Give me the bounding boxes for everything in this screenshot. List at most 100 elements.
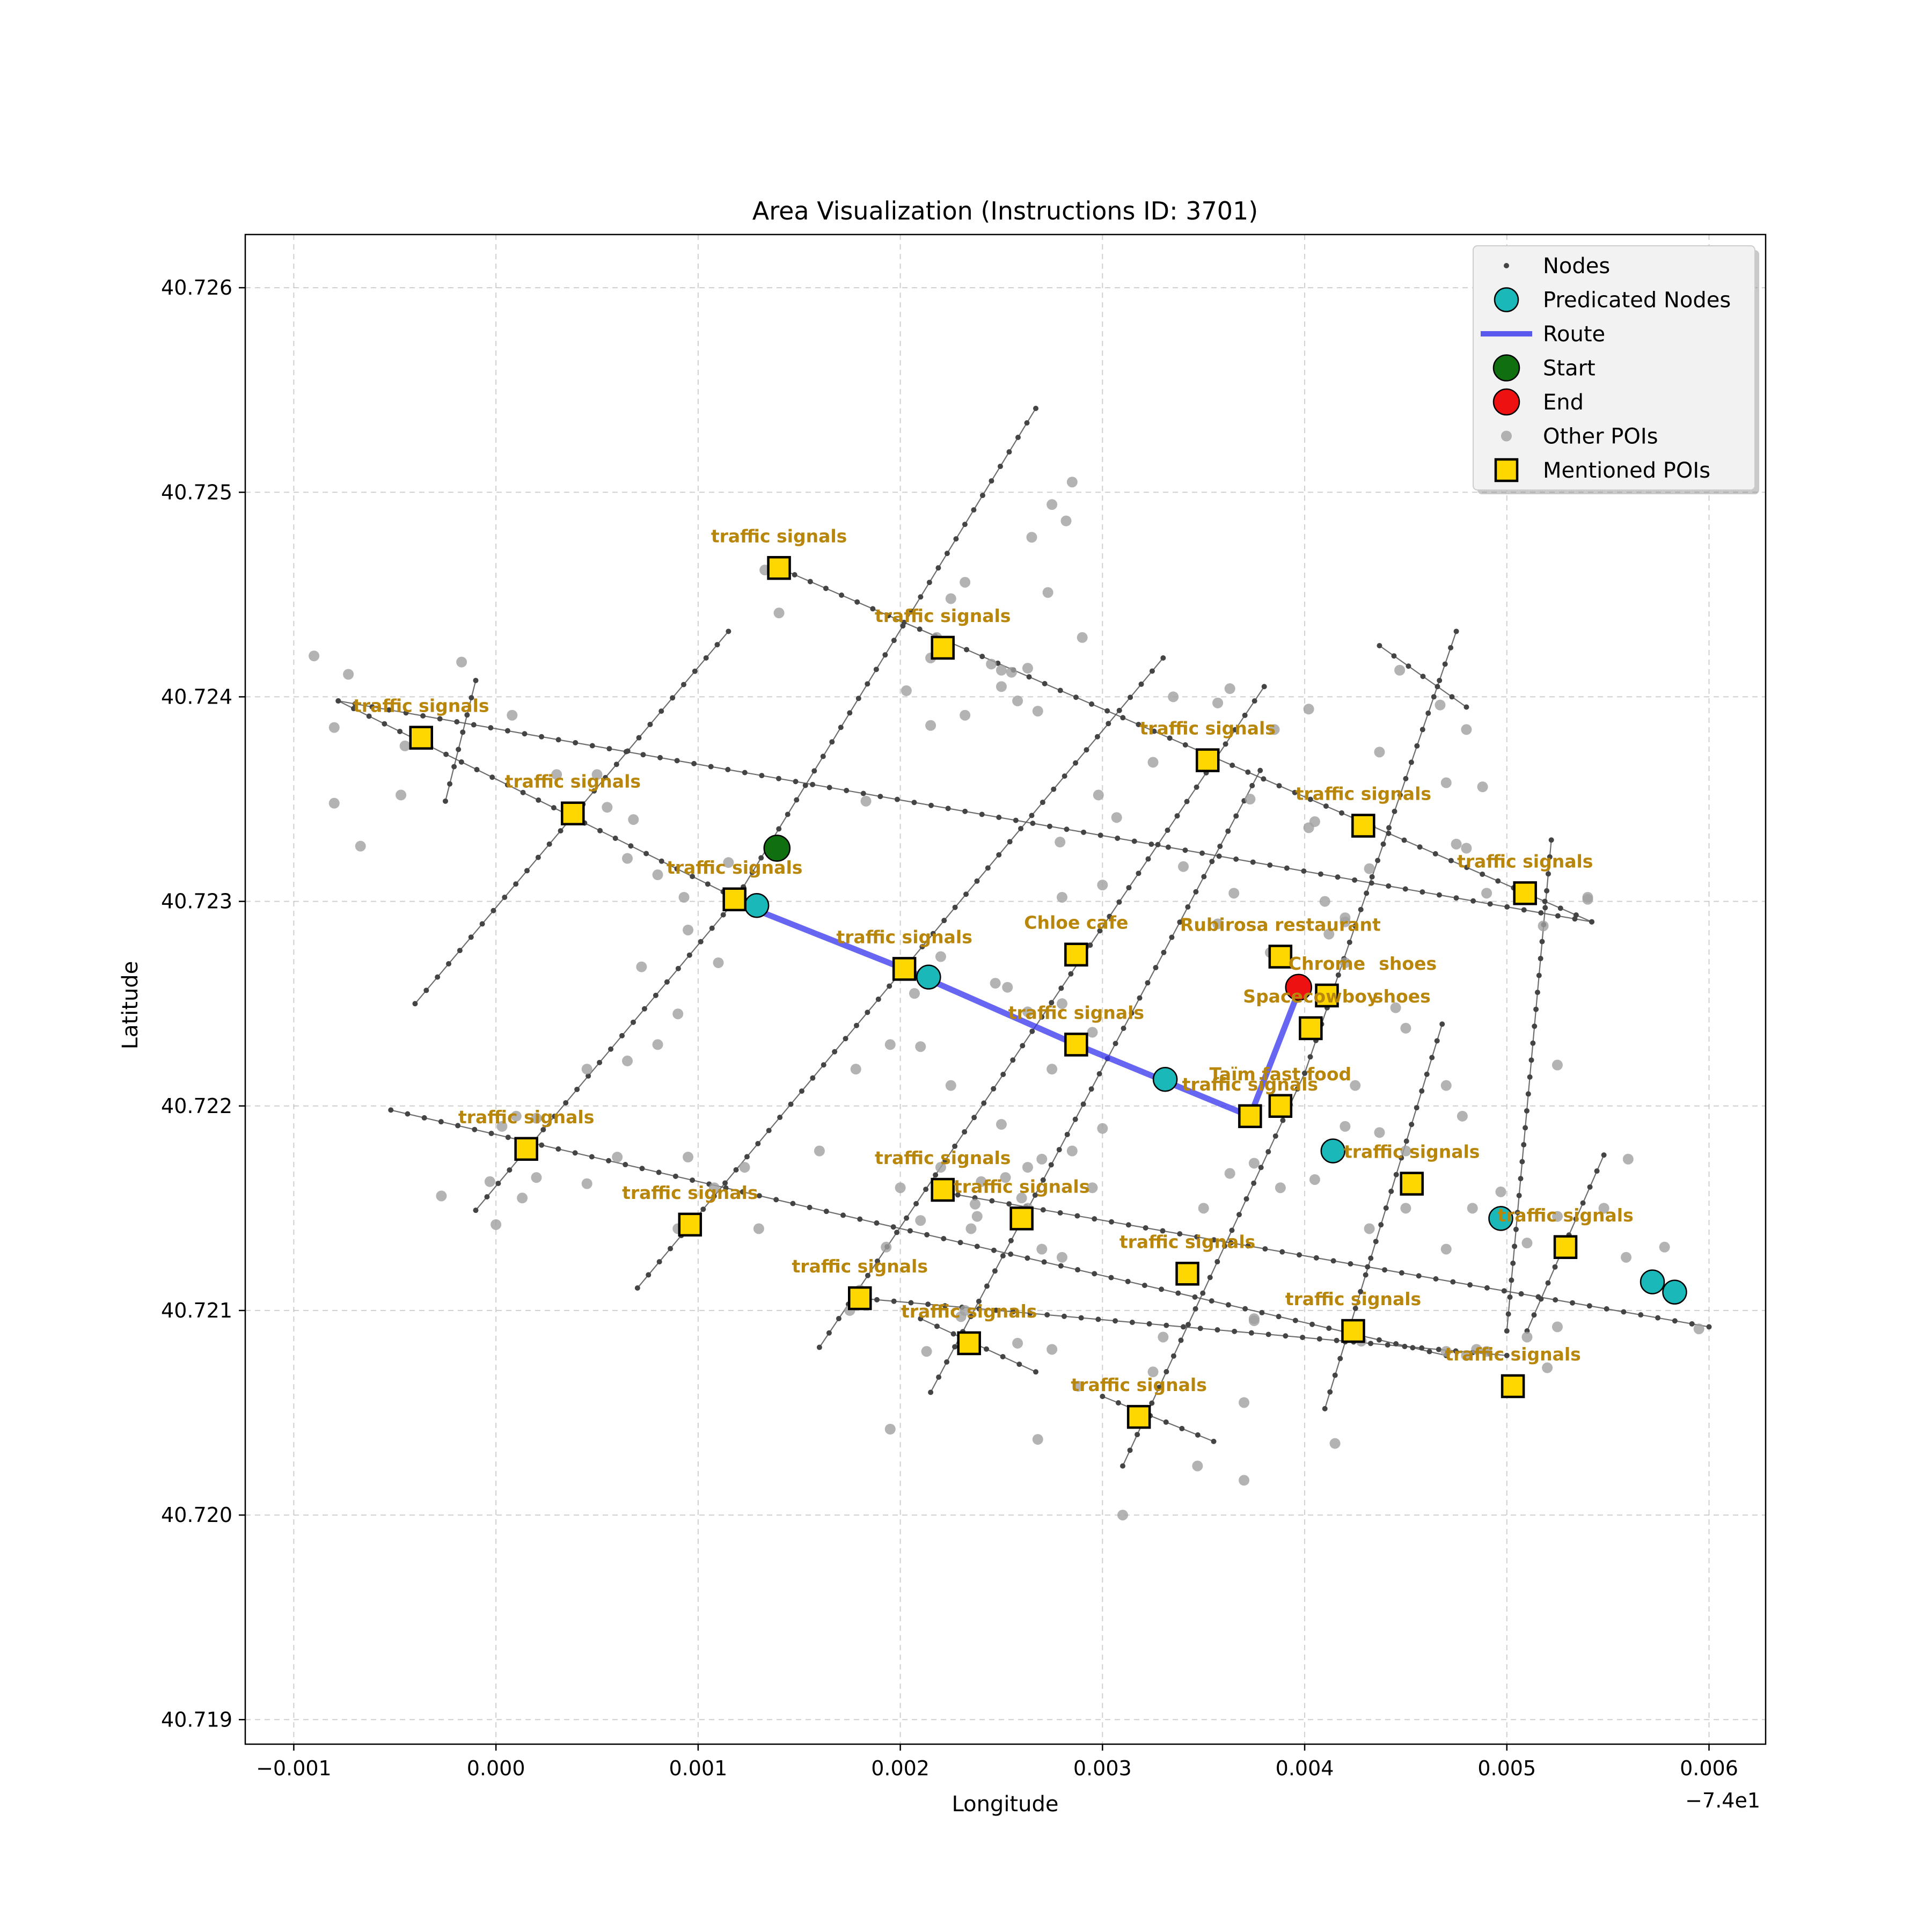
node-dot xyxy=(1385,1342,1391,1348)
node-dot xyxy=(658,858,664,864)
node-dot xyxy=(953,536,959,542)
node-dot xyxy=(613,762,619,767)
mentioned-poi-17 xyxy=(1238,1104,1262,1129)
node-dot xyxy=(1259,1309,1265,1315)
node-dot xyxy=(435,974,441,980)
node-dot xyxy=(484,1194,490,1200)
node-dot xyxy=(1106,721,1111,727)
node-dot xyxy=(1185,1322,1191,1328)
other-poi xyxy=(1026,532,1037,543)
node-dot xyxy=(597,1059,603,1065)
node-dot xyxy=(820,753,826,759)
poi-label-20: traffic signals xyxy=(875,1147,1011,1168)
other-poi xyxy=(1087,1027,1098,1038)
node-dot xyxy=(1129,1010,1135,1016)
poi-label-17: traffic signals xyxy=(1182,1074,1318,1095)
node-dot xyxy=(680,682,686,687)
node-dot xyxy=(974,1243,980,1249)
node-dot xyxy=(647,721,653,727)
node-dot xyxy=(984,1283,990,1289)
mentioned-poi-2 xyxy=(409,726,434,750)
legend-symbol-other-pois xyxy=(1501,430,1512,442)
other-poi xyxy=(1168,691,1179,702)
node-dot xyxy=(1586,1303,1592,1309)
other-poi xyxy=(1364,863,1375,874)
node-dot xyxy=(1509,1277,1514,1283)
poi-label-10: Rubirosa restaurant xyxy=(1180,914,1381,935)
other-poi xyxy=(636,961,647,972)
node-dot xyxy=(1450,1279,1456,1285)
x-axis-title: Longitude xyxy=(952,1792,1059,1817)
other-poi xyxy=(531,1172,542,1183)
mentioned-poi-27 xyxy=(1341,1319,1365,1343)
node-dot xyxy=(1435,684,1440,690)
legend-label-mentioned_pois: Mentioned POIs xyxy=(1543,458,1710,483)
node-dot xyxy=(1000,1253,1006,1259)
node-dot xyxy=(928,1389,934,1395)
node-dot xyxy=(1252,698,1257,704)
node-dot xyxy=(1433,1276,1439,1282)
node-dot xyxy=(1104,708,1110,714)
node-dot xyxy=(891,1298,897,1304)
node-dot xyxy=(810,781,816,787)
mentioned-poi-25 xyxy=(1175,1262,1199,1286)
node-dot xyxy=(1225,828,1231,834)
node-dot xyxy=(1487,901,1493,907)
other-poi xyxy=(436,1190,447,1202)
node-dot xyxy=(1334,1337,1340,1343)
node-dot xyxy=(807,579,813,584)
node-dot xyxy=(1125,1222,1131,1228)
other-poi xyxy=(1056,1252,1067,1263)
node-dot xyxy=(821,1062,826,1068)
node-dot xyxy=(1391,653,1397,659)
node-dot xyxy=(1232,727,1238,733)
node-dot xyxy=(1248,1330,1254,1336)
node-dot xyxy=(875,1258,881,1264)
node-dot xyxy=(1570,1300,1576,1306)
node-dot xyxy=(1074,1213,1080,1219)
poi-label-21: traffic signals xyxy=(954,1176,1089,1197)
other-poi xyxy=(1066,477,1078,488)
node-dot xyxy=(1352,923,1358,929)
node-dot xyxy=(674,866,680,872)
other-poi xyxy=(996,681,1007,692)
node-dot xyxy=(1113,1041,1118,1046)
other-poi xyxy=(1248,1158,1260,1169)
node-dot xyxy=(811,768,817,774)
other-poi xyxy=(753,1223,764,1234)
y-tick-label-7: 40.726 xyxy=(161,276,232,299)
mentioned-poi-18 xyxy=(514,1137,538,1161)
other-poi xyxy=(1598,1203,1609,1214)
other-poi xyxy=(1477,781,1488,793)
mentioned-poi-3 xyxy=(561,801,585,825)
node-dot xyxy=(1534,990,1540,996)
node-dot xyxy=(1318,871,1323,877)
node-dot xyxy=(563,1100,569,1106)
poi-label-3: traffic signals xyxy=(505,771,641,792)
node-dot xyxy=(1193,889,1199,895)
node-dot xyxy=(657,755,663,760)
node-dot xyxy=(1523,1125,1528,1131)
node-dot xyxy=(766,1128,772,1133)
node-dot xyxy=(1383,1205,1389,1211)
other-poi xyxy=(1440,1243,1452,1255)
other-poi xyxy=(773,608,785,619)
legend-symbol-nodes xyxy=(1504,263,1509,268)
node-dot xyxy=(1223,741,1228,747)
node-dot xyxy=(464,712,470,718)
other-poi xyxy=(1239,1397,1250,1408)
other-poi xyxy=(683,924,694,935)
other-poi xyxy=(945,593,956,604)
node-dot xyxy=(1211,1237,1217,1243)
node-dot xyxy=(773,1197,779,1203)
node-dot xyxy=(860,791,866,796)
mentioned-poi-6 xyxy=(1351,814,1375,838)
node-dot xyxy=(1525,1091,1531,1097)
node-dot xyxy=(1211,1438,1217,1444)
node-dot xyxy=(882,652,888,658)
node-dot xyxy=(504,728,510,734)
node-dot xyxy=(890,1224,896,1230)
node-dot xyxy=(350,706,356,712)
node-dot xyxy=(907,1228,913,1234)
poi-label-8: traffic signals xyxy=(836,926,972,947)
